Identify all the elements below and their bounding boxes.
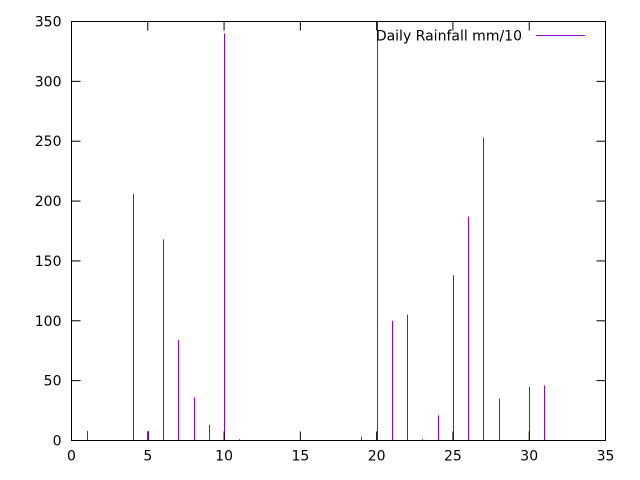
x-tick-label: 5 <box>143 449 152 465</box>
y-tick-label: 100 <box>35 314 62 330</box>
y-tick-label: 200 <box>35 194 62 210</box>
y-tick-label: 350 <box>35 15 62 31</box>
y-tick-label: 150 <box>35 254 62 270</box>
x-tick-label: 10 <box>215 449 233 465</box>
y-tick-label: 0 <box>53 434 62 450</box>
bars <box>87 21 545 441</box>
x-tick-label: 15 <box>291 449 309 465</box>
y-tick-label: 250 <box>35 134 62 150</box>
y-tick-label: 300 <box>35 74 62 90</box>
x-tick-label: 30 <box>520 449 538 465</box>
x-tick-label: 0 <box>67 449 76 465</box>
x-tick-label: 20 <box>368 449 386 465</box>
legend: Daily Rainfall mm/10 <box>376 29 585 45</box>
x-tick-label: 25 <box>444 449 462 465</box>
legend-label: Daily Rainfall mm/10 <box>376 29 522 45</box>
plot-frame <box>71 21 606 441</box>
y-tick-label: 50 <box>44 374 62 390</box>
x-tick-label: 35 <box>597 449 615 465</box>
